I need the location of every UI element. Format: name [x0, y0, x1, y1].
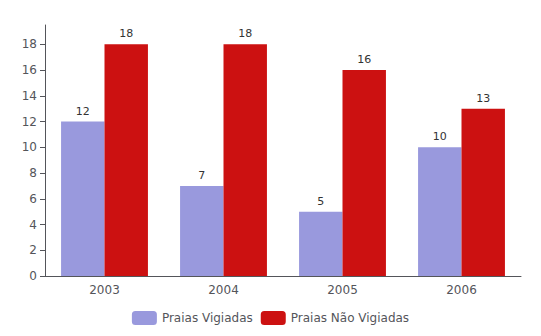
svg-text:10: 10: [433, 130, 447, 143]
svg-text:2006: 2006: [446, 283, 477, 297]
svg-text:2005: 2005: [327, 283, 358, 297]
svg-text:6: 6: [29, 192, 37, 206]
svg-text:16: 16: [22, 63, 37, 77]
svg-text:8: 8: [29, 166, 37, 180]
svg-text:2004: 2004: [208, 283, 239, 297]
svg-text:12: 12: [76, 105, 90, 118]
svg-text:14: 14: [22, 89, 37, 103]
svg-text:5: 5: [317, 195, 324, 208]
svg-text:12: 12: [22, 115, 37, 129]
svg-text:16: 16: [357, 53, 371, 66]
svg-text:Praias Não Vigiadas: Praias Não Vigiadas: [291, 311, 409, 325]
svg-text:10: 10: [22, 140, 37, 154]
svg-text:18: 18: [119, 27, 133, 40]
svg-text:7: 7: [198, 169, 205, 182]
svg-text:2003: 2003: [89, 283, 120, 297]
svg-text:0: 0: [29, 269, 37, 283]
svg-text:Praias Vigiadas: Praias Vigiadas: [162, 311, 253, 325]
svg-text:13: 13: [476, 92, 490, 105]
svg-text:18: 18: [22, 37, 37, 51]
svg-text:18: 18: [238, 27, 252, 40]
svg-text:2: 2: [29, 243, 37, 257]
svg-text:4: 4: [29, 218, 37, 232]
